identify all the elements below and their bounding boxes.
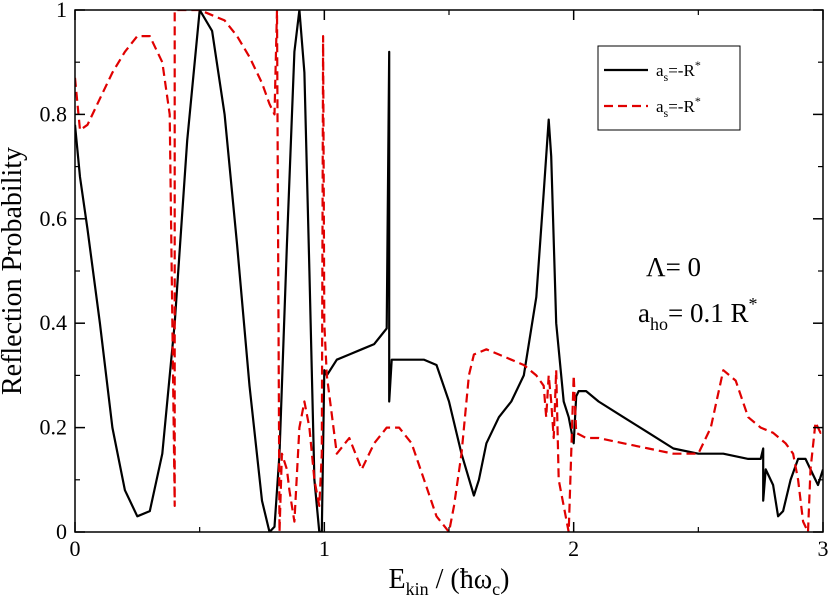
y-tick-label: 1 xyxy=(56,0,67,22)
annotation-aho-sup: * xyxy=(748,294,757,314)
x-axis-title-rest: / (ħω xyxy=(429,564,493,595)
legend-label-red: as=-R* xyxy=(656,94,701,120)
legend-label-red-sub: s xyxy=(664,106,669,120)
x-tick-label: 3 xyxy=(818,536,829,561)
annotation-aho-sub: ho xyxy=(650,314,668,334)
y-tick-label: 0.8 xyxy=(40,101,68,126)
legend-label-black-rest: =-R xyxy=(668,61,695,80)
x-tick-label: 0 xyxy=(70,536,81,561)
legend-label-black-main: a xyxy=(656,61,664,80)
annotation-aho: aho= 0.1 R* xyxy=(638,294,757,334)
x-axis-title-close: ) xyxy=(500,564,509,595)
x-tick-label: 1 xyxy=(319,536,330,561)
legend-label-red-main: a xyxy=(656,97,664,116)
series-line-red-dashed xyxy=(75,10,823,532)
y-tick-label: 0.6 xyxy=(40,206,68,231)
legend-label-black-sup: * xyxy=(695,58,701,72)
legend-box xyxy=(597,45,741,131)
x-axis-title: Ekin / (ħωc) xyxy=(389,564,510,599)
y-tick-label: 0 xyxy=(56,519,67,544)
y-tick-label: 0.4 xyxy=(40,310,68,335)
legend: as=-R* as=-R* xyxy=(597,45,741,131)
series-line-black-solid xyxy=(75,10,823,532)
legend-label-black-sub: s xyxy=(664,70,669,84)
x-tick-label: 2 xyxy=(568,536,579,561)
y-axis-title: Reflection Probability xyxy=(0,147,28,395)
legend-label-red-sup: * xyxy=(695,94,701,108)
annotation-lambda-main: Λ xyxy=(646,252,666,282)
y-tick-label: 0.2 xyxy=(40,415,68,440)
series-layer xyxy=(75,10,823,532)
annotation-aho-main: a xyxy=(638,298,650,328)
x-axis-title-main: E xyxy=(389,564,406,595)
tick-layer: 0 1 2 3 0 0.2 0.4 0.6 0.8 1 xyxy=(40,0,829,561)
legend-label-red-rest: =-R xyxy=(668,97,695,116)
annotation-aho-rest: = 0.1 R xyxy=(668,298,749,328)
legend-label-black: as=-R* xyxy=(656,58,701,84)
x-axis-title-sub2: c xyxy=(492,579,500,599)
annotation-lambda-rest: = 0 xyxy=(666,252,701,282)
x-axis-title-sub: kin xyxy=(406,579,429,599)
annotation-lambda: Λ= 0 xyxy=(646,252,701,282)
